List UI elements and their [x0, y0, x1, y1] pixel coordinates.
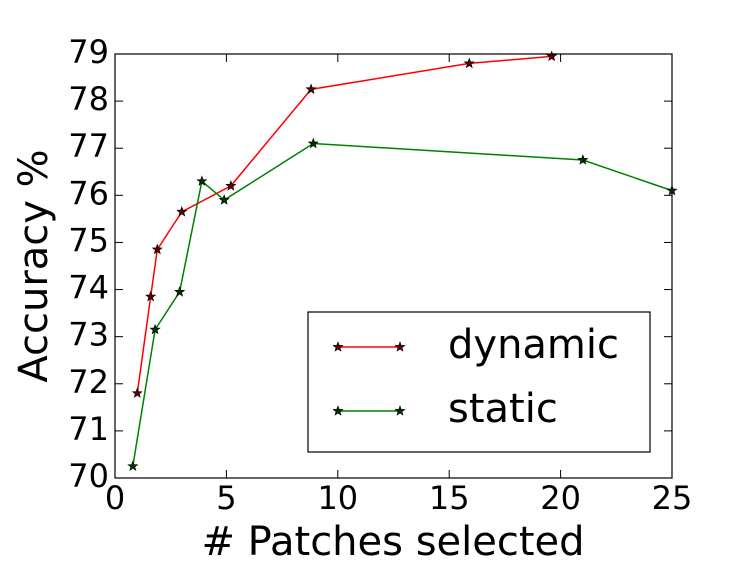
series-line	[132, 142, 673, 467]
point	[149, 323, 161, 335]
point	[225, 180, 237, 191]
y-tick-label: 76	[68, 174, 109, 212]
x-tick-label: 15	[429, 479, 470, 517]
legend-marker	[394, 405, 406, 416]
point	[174, 286, 186, 297]
legend-box	[307, 311, 651, 453]
point	[127, 460, 139, 472]
x-tick-label: 0	[105, 479, 125, 517]
x-tick-label: 10	[317, 479, 358, 517]
point	[577, 154, 589, 165]
y-tick-label: 70	[68, 457, 109, 495]
point	[546, 50, 558, 62]
point	[307, 137, 319, 149]
y-tick-label: 78	[68, 80, 109, 118]
x-tick-label: 20	[540, 479, 581, 517]
y-axis-label: Accuracy %	[11, 149, 57, 382]
point	[176, 205, 188, 217]
legend-marker	[332, 341, 344, 352]
x-tick-label: 5	[216, 479, 236, 517]
y-tick-label: 79	[68, 33, 109, 71]
point	[666, 184, 678, 196]
y-tick-label: 72	[68, 363, 109, 401]
point	[145, 290, 157, 302]
point	[196, 175, 208, 186]
x-tick-label: 25	[652, 479, 693, 517]
point	[463, 57, 475, 69]
point	[305, 83, 317, 95]
plot-frame	[114, 53, 673, 479]
y-tick-label: 75	[68, 221, 109, 259]
y-tick-label: 74	[68, 269, 109, 307]
y-tick-label: 77	[68, 127, 109, 165]
legend-marker	[332, 405, 344, 416]
point	[131, 387, 143, 398]
series-line	[136, 55, 552, 394]
point	[151, 243, 163, 255]
point	[218, 194, 230, 205]
legend-marker	[394, 341, 406, 352]
x-axis-label: # Patches selected	[201, 519, 584, 561]
legend-label: dynamic	[448, 322, 619, 368]
legend-label: static	[448, 386, 558, 432]
y-tick-label: 71	[68, 410, 109, 448]
legend: dynamic static	[307, 311, 651, 453]
y-tick-label: 73	[68, 316, 109, 354]
